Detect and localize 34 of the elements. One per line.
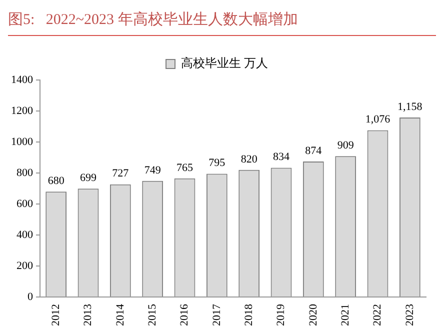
x-tick-label: 2012 [50,304,62,326]
x-tick-label: 2016 [178,304,191,326]
x-tick-label: 2022 [372,304,384,326]
data-label: 795 [208,157,226,170]
y-tick-label: 600 [16,198,34,210]
data-label: 874 [305,144,322,157]
x-tick-label: 2013 [82,304,94,326]
y-tick-label: 1400 [11,74,34,86]
x-tick-label: 2018 [242,304,255,326]
y-tick-label: 400 [16,228,34,241]
chart-title: 图5: 2022~2023 年高校毕业生人数大幅增加 [8,8,436,36]
data-label: 820 [240,153,258,166]
x-tick-label: 2021 [339,304,352,326]
data-label: 727 [112,168,130,180]
y-tick-label: 0 [28,290,34,303]
data-label: 1,076 [365,114,391,126]
legend-label: 高校毕业生 万人 [181,56,268,70]
x-tick-label: 2023 [404,304,416,326]
x-tick-label: 2019 [275,304,288,326]
data-label: 699 [80,172,97,184]
x-tick-label: 2014 [114,304,126,326]
y-tick-label: 200 [16,260,34,272]
data-label: 1,158 [398,100,423,113]
x-tick-label: 2017 [210,304,223,326]
y-tick-label: 800 [16,166,34,179]
x-tick-label: 2020 [307,304,320,326]
x-tick-label: 2015 [146,304,158,326]
data-label: 749 [144,164,162,176]
data-label: 834 [273,151,290,164]
data-label: 680 [48,174,65,187]
y-tick-label: 1000 [11,136,34,148]
data-label: 765 [176,162,194,174]
data-label: 909 [337,139,354,152]
y-tick-label: 1200 [11,104,34,117]
